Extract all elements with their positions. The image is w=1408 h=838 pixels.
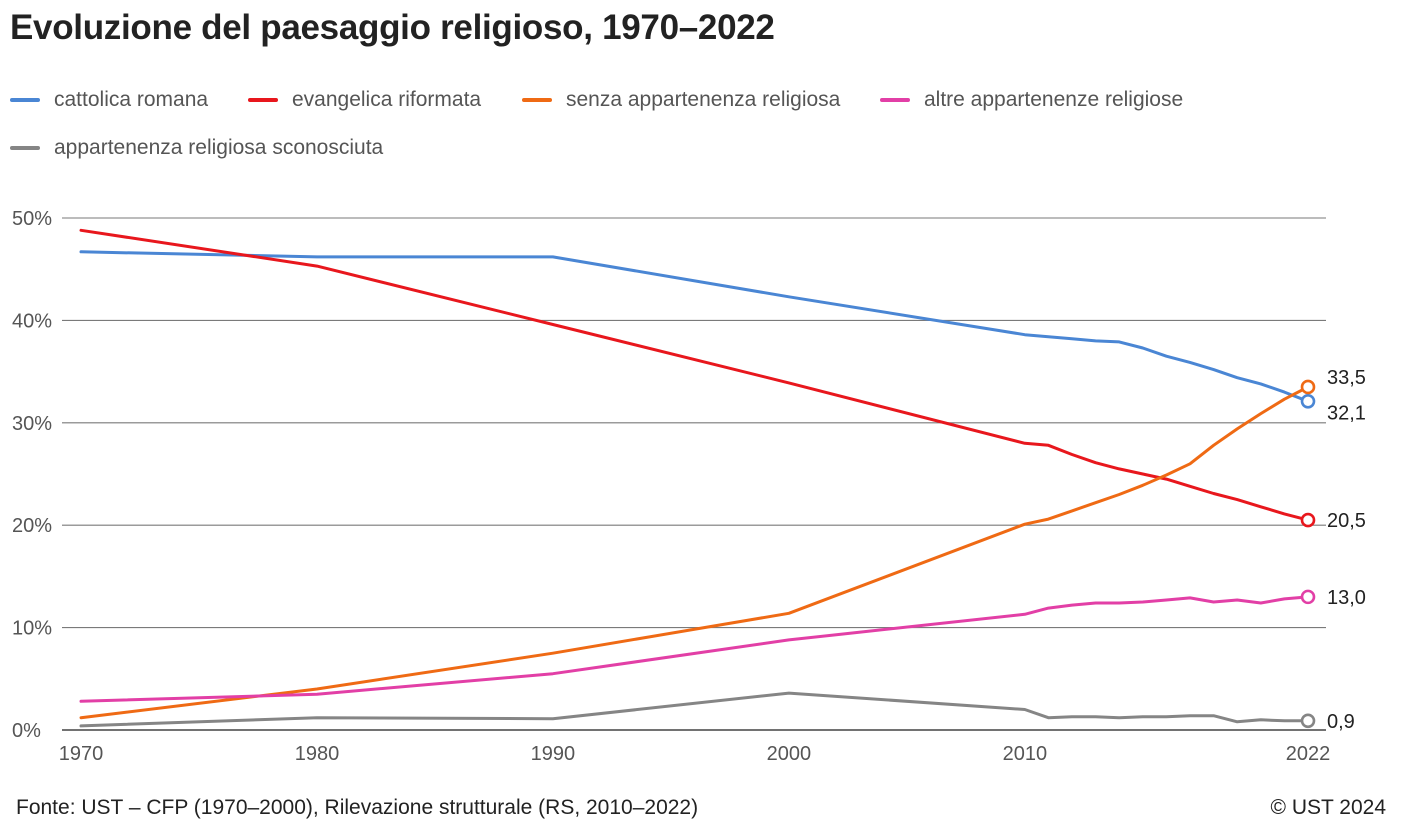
series-line-3 [79, 595, 1310, 703]
line-chart: 0% 10% 20% 30% 40% 50% 1970 1980 1990 2000 2010 202… [12, 208, 1366, 765]
series-end-marker-2 [1300, 379, 1316, 395]
series-end-label-4: 0,9 [1327, 711, 1355, 733]
legend-label-senza-appartenenza: senza appartenenza religiosa [566, 88, 841, 111]
series-end-label-0: 32,1 [1327, 402, 1366, 424]
legend-label-sconosciuta: appartenenza religiosa sconosciuta [54, 136, 384, 159]
x-tick-label-1980: 1980 [295, 743, 340, 765]
legend-label-evangelica-riformata: evangelica riformata [292, 88, 482, 111]
legend-label-altre-appartenenze: altre appartenenze religiose [924, 88, 1184, 111]
series-end-marker-0 [1300, 393, 1316, 409]
x-tick-label-2022: 2022 [1286, 743, 1331, 765]
series-end-label-1: 20,5 [1327, 510, 1366, 532]
series-line-1 [79, 228, 1310, 522]
series-end-marker-3 [1300, 589, 1316, 605]
series-end-label-2: 33,5 [1327, 367, 1366, 389]
legend-swatch-evangelica-riformata [248, 98, 278, 102]
chart-title: Evoluzione del paesaggio religioso, 1970… [10, 8, 775, 47]
y-tick-label-0: 0% [12, 720, 41, 742]
legend-item-evangelica-riformata[interactable]: evangelica riformata [248, 88, 481, 112]
x-tick-label-2000: 2000 [767, 743, 812, 765]
x-tick-label-1990: 1990 [531, 743, 576, 765]
legend-swatch-altre-appartenenze [880, 98, 910, 102]
y-tick-label-10: 10% [12, 618, 52, 640]
source-note: Fonte: UST – CFP (1970–2000), Rilevazion… [16, 796, 699, 819]
y-tick-label-30: 30% [12, 413, 52, 435]
y-tick-label-50: 50% [12, 208, 52, 230]
series-end-label-3: 13,0 [1327, 587, 1366, 609]
legend-swatch-senza-appartenenza [522, 98, 552, 102]
legend-swatch-cattolica-romana [10, 98, 40, 102]
series-line-0 [79, 250, 1310, 403]
series-end-marker-4 [1300, 713, 1316, 729]
copyright-note: © UST 2024 [1270, 796, 1386, 819]
legend-item-altre-appartenenze[interactable]: altre appartenenze religiose [880, 88, 1183, 112]
legend-swatch-sconosciuta [10, 146, 40, 150]
legend-item-cattolica-romana[interactable]: cattolica romana [10, 88, 208, 112]
legend-item-senza-appartenenza[interactable]: senza appartenenza religiosa [522, 88, 840, 112]
x-tick-label-1970: 1970 [59, 743, 104, 765]
legend-label-cattolica-romana: cattolica romana [54, 88, 209, 111]
x-tick-label-2010: 2010 [1003, 743, 1048, 765]
series-line-4 [79, 691, 1310, 728]
series-line-2 [79, 385, 1310, 720]
series-end-marker-1 [1300, 512, 1316, 528]
y-tick-label-20: 20% [12, 515, 52, 537]
legend-item-sconosciuta[interactable]: appartenenza religiosa sconosciuta [10, 136, 383, 160]
y-tick-label-40: 40% [12, 310, 52, 332]
